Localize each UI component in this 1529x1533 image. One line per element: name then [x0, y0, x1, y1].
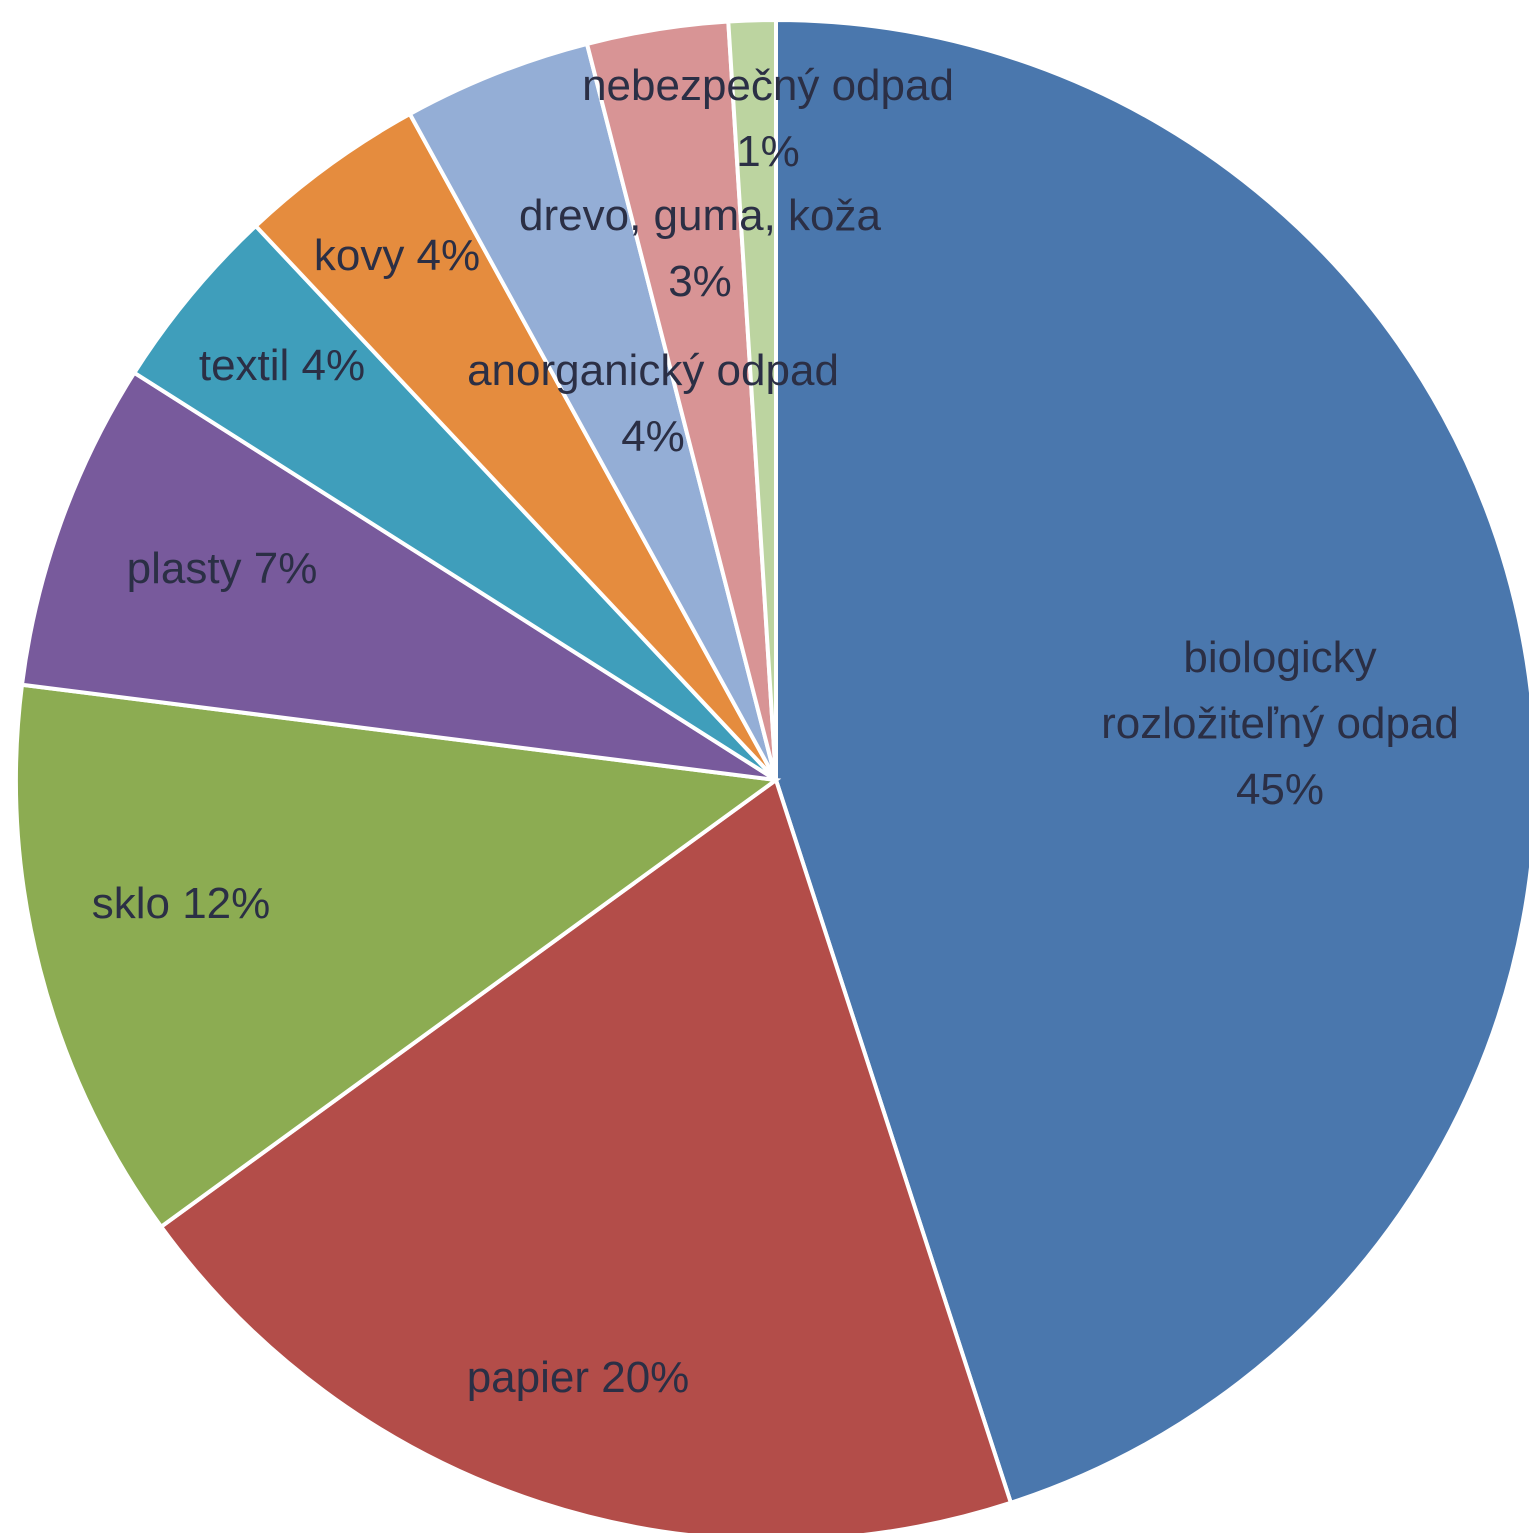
- pie-label-line: anorganický odpad: [467, 346, 839, 395]
- pie-labels: biologicky rozložiteľný odpad 45% papier 20…: [92, 61, 1459, 1402]
- pie-label-anorganicky-odpad: anorganický odpad 4%: [467, 346, 839, 461]
- pie-label-line: 45%: [1236, 765, 1324, 814]
- pie-slice-sklo-12: [14, 682, 782, 1230]
- pie-label-line: kovy 4%: [314, 231, 480, 280]
- pie-label-sklo-12: sklo 12%: [92, 879, 271, 928]
- pie-label-kovy-4: kovy 4%: [314, 231, 480, 280]
- pie-slice-plasty-7: [19, 370, 778, 782]
- pie-label-line: biologicky: [1183, 633, 1376, 682]
- pie-label-biologicky: biologicky rozložiteľný odpad 45%: [1101, 633, 1459, 814]
- pie-label-line: nebezpečný odpad: [582, 61, 954, 110]
- pie-label-line: papier 20%: [467, 1353, 690, 1402]
- pie-label-line: textil 4%: [199, 341, 365, 390]
- pie-slice-papier-20: [158, 776, 1014, 1533]
- pie-label-line: rozložiteľný odpad: [1101, 699, 1459, 748]
- pie-slices: [14, 17, 1529, 1533]
- pie-label-line: plasty 7%: [127, 544, 318, 593]
- pie-label-papier-20: papier 20%: [467, 1353, 690, 1402]
- pie-slice-anorganicky-odpad: [407, 41, 778, 781]
- pie-label-line: 4%: [621, 412, 685, 461]
- pie-slice-nebezpecny-odpad: [726, 17, 778, 781]
- pie-label-line: drevo, guma, koža: [519, 191, 881, 240]
- pie-label-drevo-guma-koza: drevo, guma, koža 3%: [519, 191, 881, 306]
- pie-label-line: sklo 12%: [92, 879, 271, 928]
- pie-slice-biologicky: [774, 17, 1529, 1506]
- pie-slice-textil-4: [131, 223, 778, 782]
- pie-label-line: 1%: [736, 127, 800, 176]
- pie-label-textil-4: textil 4%: [199, 341, 365, 390]
- pie-slice-kovy-4: [252, 111, 778, 782]
- pie-label-line: 3%: [668, 257, 732, 306]
- pie-label-plasty-7: plasty 7%: [127, 544, 318, 593]
- pie-label-nebezpecny-odpad: nebezpečný odpad 1%: [582, 61, 954, 176]
